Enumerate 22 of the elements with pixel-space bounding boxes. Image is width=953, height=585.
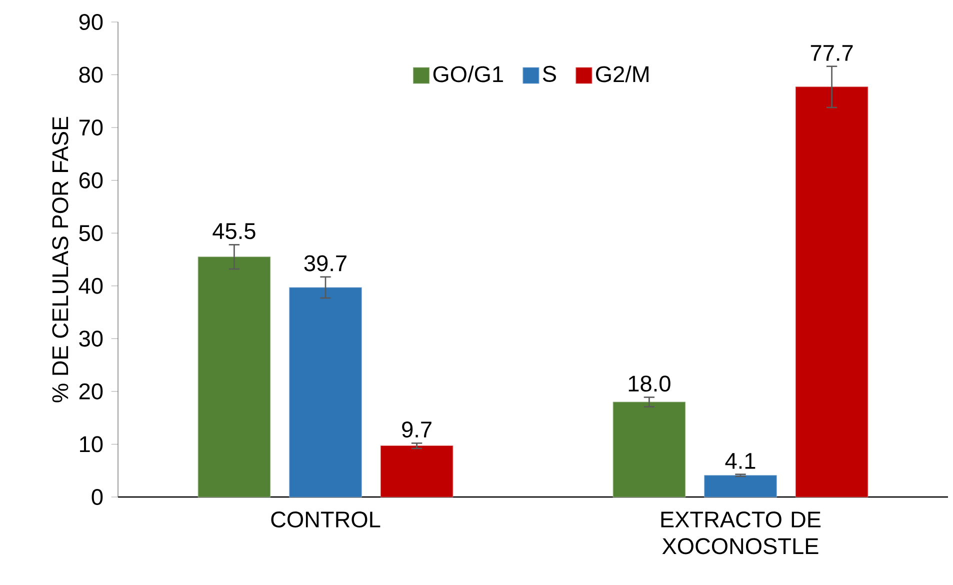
x-tick-label: EXTRACTO DE XOCONOSTLE <box>661 511 821 554</box>
y-tick-label: 80 <box>79 66 103 83</box>
y-tick-label: 20 <box>79 383 103 400</box>
y-axis-title: % DE CELULAS POR FASE <box>52 116 68 402</box>
legend-label: S <box>542 66 556 82</box>
data-label: 18.0 <box>628 376 670 392</box>
data-label: 4.1 <box>725 453 756 469</box>
y-tick-label: 90 <box>79 14 103 30</box>
y-tick-label: 40 <box>78 278 103 294</box>
y-tick-label: 60 <box>79 172 103 188</box>
y-tick-label: 30 <box>79 330 103 347</box>
legend-label: G2/M <box>596 66 648 82</box>
x-tick-label: CONTROL <box>271 511 380 528</box>
y-tick-label: 0 <box>92 488 103 506</box>
data-label: 9.7 <box>402 422 432 438</box>
y-tick-label: 10 <box>80 436 103 452</box>
legend-label: GO/G1 <box>433 66 503 82</box>
y-tick-label: 50 <box>79 225 103 242</box>
data-label: 77.7 <box>810 45 853 61</box>
data-label: 39.7 <box>304 255 346 272</box>
y-tick-label: 70 <box>79 120 103 136</box>
data-label: 45.5 <box>212 223 256 240</box>
